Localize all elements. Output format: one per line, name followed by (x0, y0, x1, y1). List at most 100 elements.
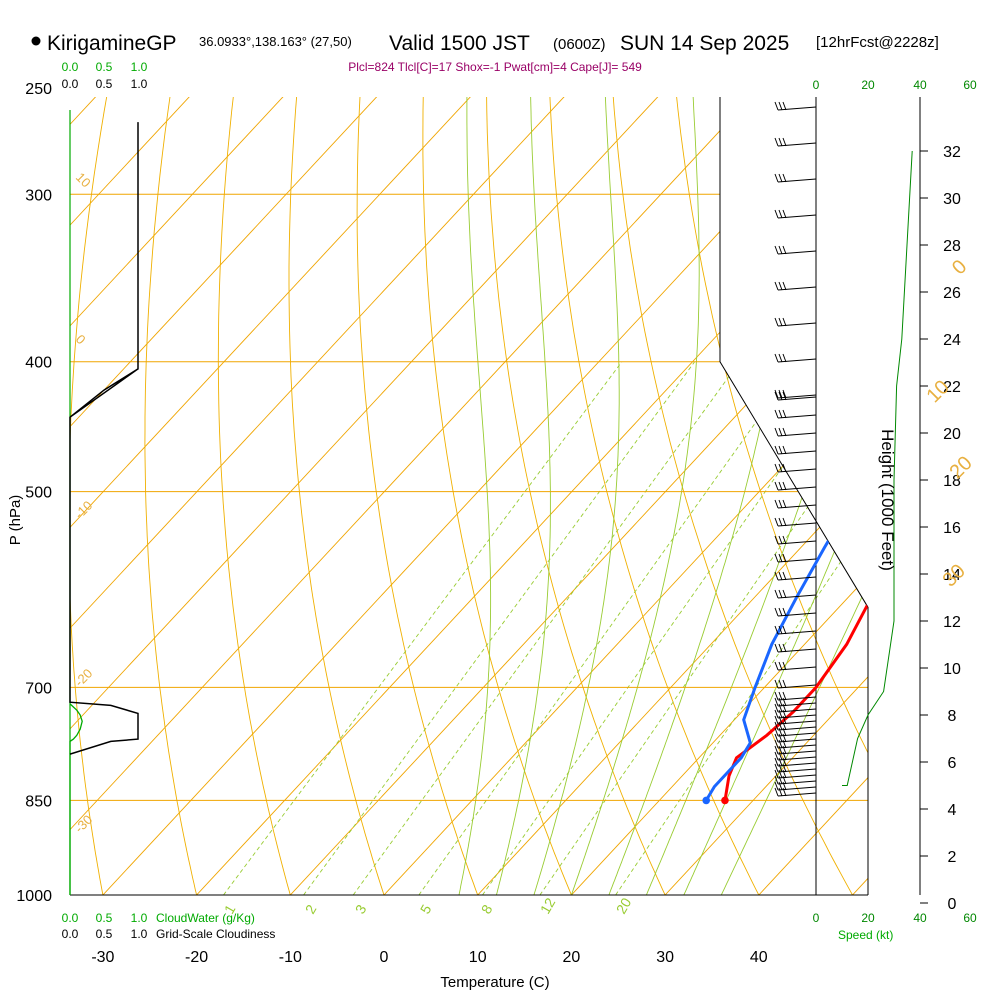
wind-barb (775, 776, 816, 784)
wind-barb-flag (775, 662, 778, 670)
wind-barb-staff (778, 631, 816, 634)
wind-barb-flag (779, 536, 782, 544)
station-coords: 36.0933°,138.163° (27,50) (199, 34, 352, 49)
wind-barb-flag (783, 282, 786, 290)
wind-barb-staff (778, 143, 816, 146)
wind-barb-flag (775, 500, 778, 508)
wind-barb (775, 210, 816, 218)
wind-barb-flag (775, 644, 778, 652)
speed-bottom-tick: 20 (861, 911, 875, 925)
dry-adiabat-line (802, 88, 1000, 895)
mixing-ratio-label: 12 (537, 895, 559, 917)
pressure-tick-label: 700 (25, 680, 52, 697)
height-axis-title: Height (1000 Feet) (878, 429, 897, 571)
wind-barb (775, 716, 816, 724)
wind-barb-flag (779, 590, 782, 598)
wind-barb (775, 644, 816, 652)
cloudiness-profile (70, 122, 138, 754)
dry-adiabat-line (991, 88, 1000, 895)
cloudwater-top-tick: 0.5 (96, 60, 113, 74)
cloudiness-bottom-tick: 1.0 (131, 927, 148, 941)
wind-barb-flag (779, 446, 782, 454)
wind-barb-staff (778, 649, 816, 652)
x-tick-label: 20 (563, 949, 581, 966)
wind-barb-flag (783, 482, 786, 490)
wind-barb (775, 662, 816, 670)
wind-barb-flag (783, 500, 786, 508)
cloudiness-label: Grid-Scale Cloudiness (156, 927, 275, 941)
wind-barb-staff (778, 559, 816, 562)
wind-barb-flag (783, 626, 786, 634)
wind-barb-flag (779, 410, 782, 418)
wind-barb (775, 698, 816, 706)
wind-barb-flag (783, 608, 786, 616)
wind-barb-flag (783, 174, 786, 182)
x-tick-label: -10 (279, 949, 302, 966)
wind-barb-flag (775, 554, 778, 562)
wind-barb-flag (779, 102, 782, 110)
mixing-ratio-line (419, 362, 799, 895)
isotherm-line (0, 88, 10, 895)
speed-bottom-tick: 0 (813, 911, 820, 925)
wind-barb-staff (778, 523, 816, 526)
wind-barb-staff (778, 793, 816, 796)
wind-barb-flag (775, 518, 778, 526)
wind-barb-flag (775, 138, 778, 146)
pressure-tick-label: 500 (25, 485, 52, 502)
wind-barb-staff (778, 179, 816, 182)
wind-barb-flag (783, 518, 786, 526)
height-tick-label: 10 (943, 661, 961, 678)
wind-barb-flag (779, 282, 782, 290)
wind-barb (775, 770, 816, 778)
height-tick-label: 20 (943, 426, 961, 443)
x-tick-label: 10 (469, 949, 487, 966)
forecast-info: [12hrFcst@2228z] (816, 34, 939, 51)
wind-barb-flag (775, 282, 778, 290)
wind-barb-flag (775, 174, 778, 182)
height-tick-label: 2 (948, 849, 957, 866)
wind-barb-flag (775, 410, 778, 418)
cloudiness-bottom-tick: 0.5 (96, 927, 113, 941)
isotherm-label: -10 (72, 498, 96, 522)
valid-time: Valid 1500 JST (389, 32, 530, 55)
cloudiness-top-tick: 0.5 (96, 77, 113, 91)
cloudwater-bottom-tick: 1.0 (131, 911, 148, 925)
surface-dewpoint-marker (702, 797, 710, 805)
valid-date: SUN 14 Sep 2025 (620, 32, 789, 55)
wind-barb-flag (779, 680, 782, 688)
wind-barb-flag (783, 680, 786, 688)
x-tick-label: 40 (750, 949, 768, 966)
isotherm-edge-label: 10 (73, 170, 94, 191)
wind-barb-flag (779, 210, 782, 218)
cloudwater-bottom-tick: 0.5 (96, 911, 113, 925)
pressure-tick-label: 400 (25, 355, 52, 372)
wind-barb-flag (783, 138, 786, 146)
wind-barb (775, 246, 816, 254)
x-tick-label: -20 (185, 949, 208, 966)
wind-barb-flag (779, 608, 782, 616)
wind-barb-flag (775, 608, 778, 616)
wind-barb-flag (779, 662, 782, 670)
wind-barb-flag (783, 572, 786, 580)
wind-barb (775, 102, 816, 110)
wind-barb (775, 282, 816, 290)
pressure-tick-label: 850 (25, 793, 52, 810)
wind-speed-profile (842, 151, 912, 786)
wind-barb-flag (775, 318, 778, 326)
wind-barb-flag (775, 210, 778, 218)
wind-barb-flag (783, 246, 786, 254)
wind-barb-flag (779, 354, 782, 362)
wind-barb-flag (779, 174, 782, 182)
wind-barb-flag (775, 102, 778, 110)
wind-barb (775, 758, 816, 766)
speed-top-tick: 60 (963, 78, 977, 92)
wind-barb-flag (775, 590, 778, 598)
wind-barb-staff (778, 359, 816, 362)
height-tick-label: 28 (943, 238, 961, 255)
x-tick-label: -30 (91, 949, 114, 966)
wind-barb (775, 138, 816, 146)
isotherm-line (946, 88, 1000, 895)
wind-barb (775, 174, 816, 182)
